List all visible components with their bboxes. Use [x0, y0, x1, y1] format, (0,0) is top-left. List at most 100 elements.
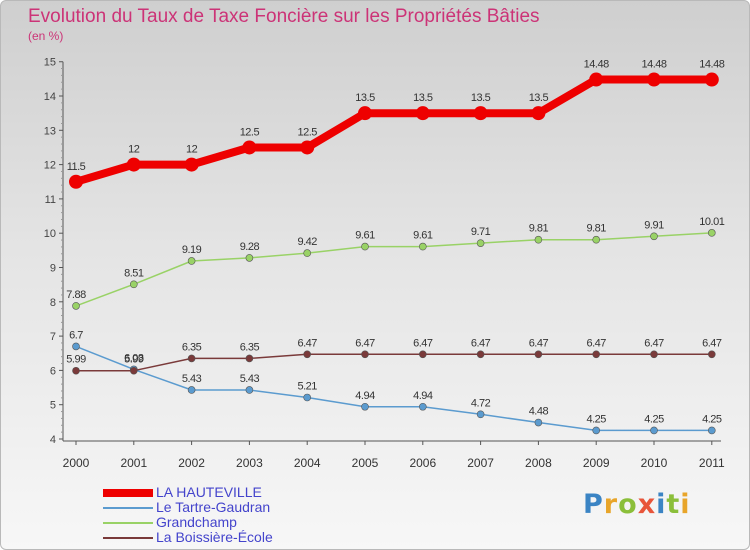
- y-tick-label: 4: [50, 434, 56, 446]
- data-point-la-hauteville: [589, 72, 604, 87]
- y-tick-label: 7: [50, 331, 56, 343]
- data-label-grandchamp: 9.81: [586, 223, 606, 235]
- data-label-grandchamp: 9.91: [644, 219, 664, 231]
- data-label-la-boissiere-ecole: 6.47: [586, 337, 606, 349]
- data-point-la-boissiere-ecole: [245, 354, 254, 363]
- y-tick-label: 9: [50, 263, 56, 275]
- series-line-la-boissiere-ecole: [76, 353, 712, 372]
- data-label-le-tartre-gaudran: 5.43: [182, 373, 202, 385]
- data-point-le-tartre-gaudran: [534, 418, 543, 427]
- data-point-la-boissiere-ecole: [130, 366, 138, 375]
- legend-swatch: [103, 522, 153, 524]
- data-point-grandchamp: [707, 229, 716, 237]
- data-point-grandchamp: [534, 235, 543, 244]
- data-label-la-boissiere-ecole: 6.47: [471, 337, 491, 349]
- data-point-le-tartre-gaudran: [476, 410, 485, 419]
- series-line-la-hauteville: [74, 75, 712, 186]
- y-tick-label: 11: [45, 194, 56, 206]
- x-tick-label: 2000: [63, 456, 90, 470]
- data-point-la-hauteville: [69, 174, 83, 189]
- y-tick-label: 14: [44, 91, 56, 103]
- data-label-la-hauteville: 14.48: [641, 59, 666, 71]
- data-label-la-boissiere-ecole: 5.99: [124, 354, 144, 366]
- data-label-la-hauteville: 14.48: [584, 59, 609, 71]
- data-point-le-tartre-gaudran: [303, 393, 312, 402]
- data-label-le-tartre-gaudran: 4.25: [644, 413, 664, 425]
- y-tick-label: 13: [44, 125, 56, 137]
- proxiti-logo: Proxiti: [583, 489, 691, 520]
- data-point-la-boissiere-ecole: [72, 366, 80, 375]
- data-point-la-hauteville: [358, 106, 372, 121]
- data-label-la-hauteville: 12.5: [240, 126, 260, 138]
- data-label-la-hauteville: 12: [128, 144, 140, 156]
- data-label-grandchamp: 10.01: [699, 216, 724, 228]
- data-point-la-boissiere-ecole: [418, 350, 427, 359]
- data-label-le-tartre-gaudran: 4.48: [529, 406, 549, 418]
- data-point-la-hauteville: [126, 157, 141, 172]
- series-line-grandchamp: [75, 232, 712, 307]
- data-label-grandchamp: 9.61: [413, 230, 433, 242]
- legend-swatch: [103, 537, 153, 539]
- logo-letter: r: [603, 489, 619, 520]
- chart-title: Evolution du Taux de Taxe Foncière sur l…: [28, 6, 540, 27]
- data-point-la-boissiere-ecole: [707, 350, 716, 359]
- logo-letter: o: [618, 489, 638, 520]
- data-point-la-hauteville: [531, 106, 546, 121]
- data-point-le-tartre-gaudran: [418, 402, 427, 411]
- data-label-grandchamp: 9.71: [471, 226, 491, 238]
- data-point-grandchamp: [130, 280, 138, 289]
- logo-letter: x: [637, 489, 657, 520]
- data-point-grandchamp: [303, 249, 312, 257]
- data-point-la-boissiere-ecole: [303, 350, 312, 359]
- data-point-la-boissiere-ecole: [650, 350, 658, 359]
- x-tick-label: 2001: [120, 456, 147, 470]
- x-tick-label: 2003: [236, 456, 263, 470]
- data-point-le-tartre-gaudran: [245, 386, 254, 394]
- data-label-la-boissiere-ecole: 6.47: [529, 337, 549, 349]
- data-label-grandchamp: 9.81: [529, 223, 549, 235]
- x-tick-label: 2006: [409, 456, 436, 470]
- data-label-la-boissiere-ecole: 6.35: [240, 341, 260, 353]
- unit-label: (en %): [28, 29, 64, 43]
- data-point-grandchamp: [418, 242, 427, 251]
- data-label-grandchamp: 9.61: [355, 230, 375, 242]
- x-tick-label: 2010: [641, 456, 668, 470]
- data-label-grandchamp: 9.19: [182, 244, 202, 256]
- data-point-grandchamp: [361, 242, 369, 251]
- data-point-la-hauteville: [300, 140, 315, 155]
- data-point-le-tartre-gaudran: [650, 426, 658, 435]
- legend-label: Le Tartre-Gaudran: [156, 499, 271, 515]
- data-label-la-hauteville: 13.5: [413, 92, 433, 104]
- data-point-la-hauteville: [647, 72, 661, 87]
- data-label-la-boissiere-ecole: 6.47: [413, 337, 433, 349]
- data-point-grandchamp: [592, 235, 601, 244]
- logo-letter: i: [680, 489, 691, 520]
- data-label-la-hauteville: 13.5: [355, 92, 375, 104]
- data-label-la-boissiere-ecole: 6.35: [182, 341, 202, 353]
- data-point-la-hauteville: [184, 157, 199, 172]
- legend-label: La Boissière-École: [156, 529, 273, 545]
- data-point-la-boissiere-ecole: [592, 350, 601, 359]
- data-point-grandchamp: [650, 232, 658, 241]
- data-point-grandchamp: [72, 302, 80, 310]
- x-tick-label: 2008: [525, 456, 552, 470]
- y-tick-label: 10: [44, 228, 56, 240]
- y-tick-label: 12: [44, 160, 56, 172]
- data-point-grandchamp: [187, 257, 196, 265]
- data-label-grandchamp: 8.51: [124, 267, 144, 279]
- y-tick-label: 6: [50, 365, 56, 377]
- data-point-la-hauteville: [415, 106, 430, 121]
- x-tick-label: 2009: [583, 456, 610, 470]
- data-point-la-boissiere-ecole: [187, 354, 196, 363]
- data-label-la-boissiere-ecole: 6.47: [644, 337, 664, 349]
- data-label-la-hauteville: 11.5: [67, 161, 86, 173]
- data-point-le-tartre-gaudran: [72, 342, 80, 351]
- data-label-le-tartre-gaudran: 4.94: [355, 390, 375, 402]
- data-point-la-boissiere-ecole: [476, 350, 485, 359]
- data-label-la-hauteville: 14.48: [699, 59, 724, 71]
- data-point-la-hauteville: [242, 140, 257, 155]
- data-label-le-tartre-gaudran: 4.25: [586, 413, 606, 425]
- logo-letter: P: [583, 489, 604, 520]
